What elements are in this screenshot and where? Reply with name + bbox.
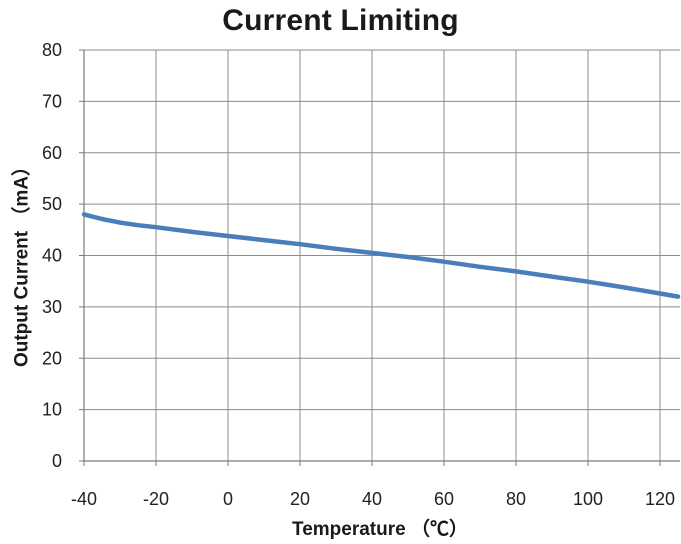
y-tick-label: 20 [42,348,62,368]
chart-title: Current Limiting [222,4,459,37]
grid-lines [84,49,680,461]
y-tick-label: 30 [42,297,62,317]
y-tick-label: 70 [42,91,62,111]
y-tick-label: 50 [42,194,62,214]
axes [79,49,680,466]
series-lines [81,212,681,299]
x-tick-label: 20 [290,489,310,509]
tick-labels: 0 10 20 30 40 50 60 70 80 -40 -20 0 20 40 60 80 100 120 [42,40,675,509]
x-tick-label: -20 [143,489,169,509]
x-tick-label: 120 [645,489,675,509]
x-tick-label: -40 [71,489,97,509]
y-tick-label: 40 [42,246,62,266]
x-axis-title: Temperature （℃） [292,519,468,540]
x-tick-label: 0 [223,489,233,509]
series-line [81,212,681,299]
x-tick-label: 100 [573,489,603,509]
y-tick-label: 60 [42,143,62,163]
x-tick-label: 60 [434,489,454,509]
x-tick-label: 80 [506,489,526,509]
y-tick-label: 80 [42,40,62,60]
y-tick-label: 0 [52,451,62,471]
y-tick-label: 10 [42,400,62,420]
x-tick-label: 40 [362,489,382,509]
